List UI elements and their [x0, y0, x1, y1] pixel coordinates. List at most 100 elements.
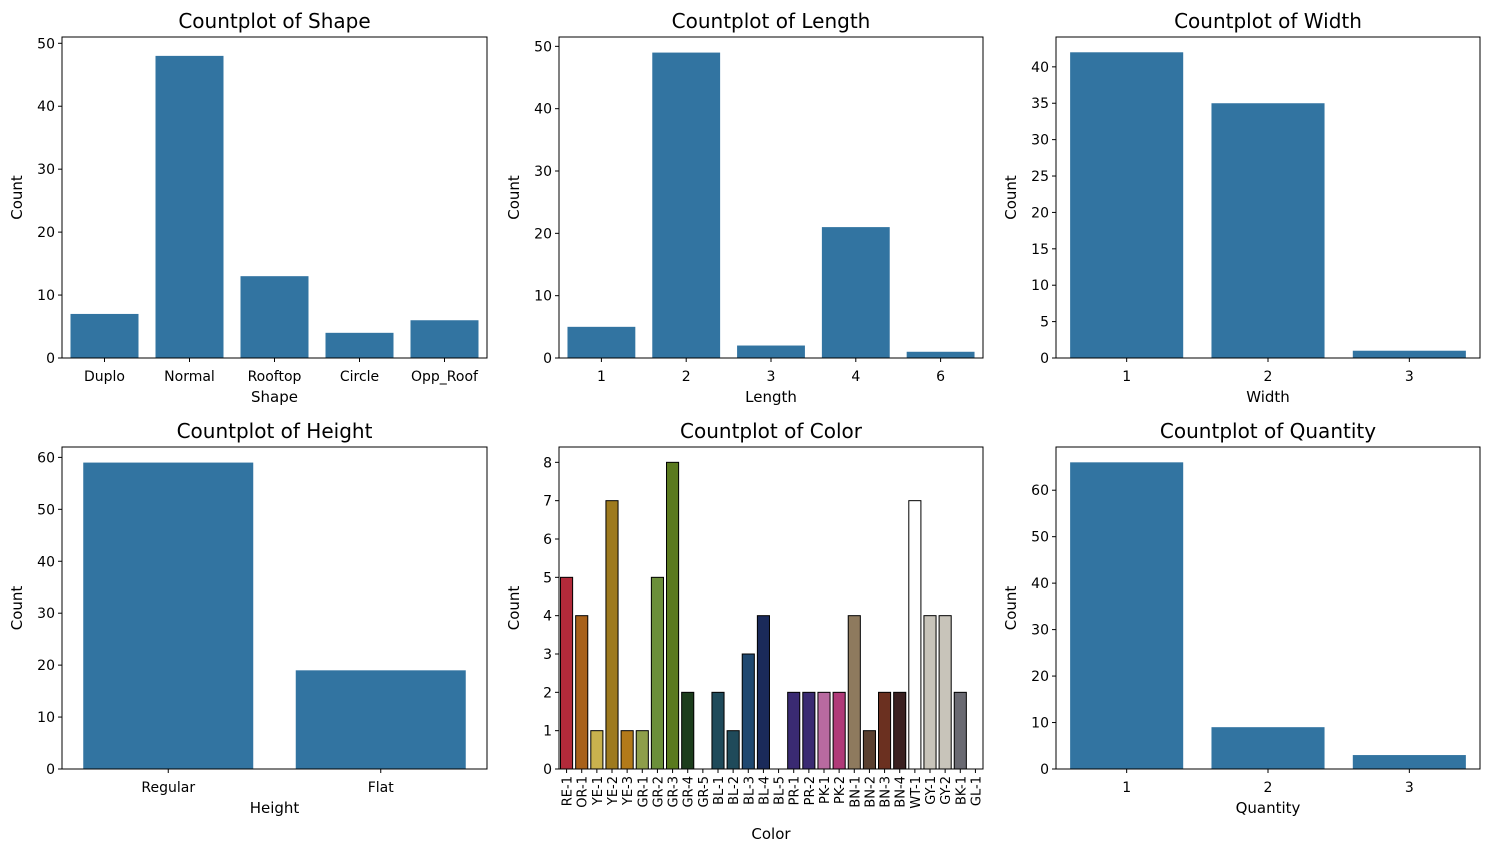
x-tick-label: BN-4 — [894, 776, 909, 808]
bar-GR-3 — [666, 461, 680, 770]
bar-GR-4 — [681, 691, 695, 770]
bar-OR-1 — [575, 615, 589, 770]
y-tick-label: 30 — [1031, 133, 1049, 149]
y-tick-label: 3 — [543, 647, 552, 663]
x-tick-label: RE-1 — [561, 776, 576, 806]
y-axis-label: Count — [8, 175, 26, 220]
y-tick-label: 40 — [1031, 60, 1049, 76]
bar-Regular — [83, 462, 254, 769]
x-tick-label: GR-5 — [697, 776, 712, 808]
subplot-4: 0 10 20 30 40 50 60 Regular Flat Countplot of Hei… — [8, 419, 488, 817]
y-tick-label: 30 — [37, 606, 55, 622]
y-axis-label: Count — [1002, 586, 1020, 631]
bar-3 — [737, 345, 805, 358]
y-tick-label: 8 — [543, 455, 552, 471]
bar-Flat — [295, 670, 466, 769]
bar-PK-1 — [817, 691, 831, 770]
x-tick-label: BL-5 — [773, 776, 788, 805]
y-tick-label: 30 — [534, 164, 552, 180]
y-tick-label: 0 — [46, 762, 55, 778]
y-tick-label: 25 — [1031, 169, 1049, 185]
bar-WT-1 — [908, 500, 922, 770]
y-tick-label: 35 — [1031, 96, 1049, 112]
y-tick-label: 0 — [46, 351, 55, 367]
subplot-3: 0 5 10 15 20 25 30 35 40 1 2 3 Countplot of Width Wid… — [1002, 9, 1481, 406]
chart-title: Countplot of Height — [177, 419, 373, 443]
bar-2 — [1211, 727, 1325, 769]
y-tick-label: 20 — [1031, 205, 1049, 221]
y-tick-label: 0 — [543, 762, 552, 778]
bar-GY-1 — [923, 615, 937, 770]
y-tick-label: 10 — [37, 710, 55, 726]
x-tick-label: WT-1 — [909, 776, 924, 809]
y-tick-label: 4 — [543, 609, 552, 625]
x-tick-label: BN-2 — [863, 776, 878, 808]
bar-BN-2 — [862, 730, 876, 770]
x-tick-label: 2 — [1264, 369, 1273, 385]
x-tick-label: 1 — [1122, 780, 1131, 796]
y-axis-label: Count — [1002, 175, 1020, 220]
y-tick-label: 40 — [1031, 576, 1049, 592]
x-tick-label: BL-1 — [712, 776, 727, 805]
bar-3 — [1352, 755, 1466, 769]
y-tick-label: 0 — [543, 351, 552, 367]
x-tick-label: PR-2 — [803, 776, 818, 805]
bar-BN-1 — [847, 615, 861, 770]
chart-title: Countplot of Length — [672, 9, 871, 33]
bar-YE-1 — [590, 730, 604, 770]
chart-title: Countplot of Shape — [178, 9, 370, 33]
bar-GR-2 — [650, 576, 664, 770]
axes-frame — [558, 446, 984, 770]
y-tick-label: 40 — [37, 99, 55, 115]
subplot-2: 0 10 20 30 40 50 1 2 3 4 6 Countplot of Length Lengt… — [505, 9, 984, 406]
x-tick-label: 3 — [767, 369, 776, 385]
x-tick-label: BN-1 — [848, 776, 863, 808]
x-tick-label: 1 — [1122, 369, 1131, 385]
y-tick-label: 1 — [543, 724, 552, 740]
bar-Opp_Roof — [410, 320, 479, 358]
y-tick-label: 15 — [1031, 242, 1049, 258]
bar-GY-2 — [938, 615, 952, 770]
bar-1 — [1070, 462, 1184, 769]
x-tick-label: GR-1 — [636, 776, 651, 808]
x-tick-label: BN-3 — [879, 776, 894, 808]
x-tick-label: Duplo — [84, 369, 125, 385]
bar-Rooftop — [240, 276, 309, 358]
bar-2 — [1211, 103, 1325, 359]
x-tick-label: BL-3 — [742, 776, 757, 805]
x-axis-label: Shape — [251, 388, 298, 406]
x-tick-label: Flat — [368, 780, 395, 796]
x-tick-label: Regular — [141, 780, 195, 796]
y-axis-label: Count — [505, 175, 523, 220]
x-axis-label: Color — [751, 825, 791, 843]
y-tick-label: 60 — [1031, 483, 1049, 499]
y-tick-label: 50 — [37, 36, 55, 52]
y-tick-label: 0 — [1040, 762, 1049, 778]
bar-PR-1 — [787, 691, 801, 770]
x-tick-label: Normal — [164, 369, 215, 385]
x-tick-label: BL-2 — [727, 776, 742, 805]
y-tick-label: 40 — [37, 554, 55, 570]
chart-title: Countplot of Quantity — [1160, 419, 1376, 443]
chart-title: Countplot of Width — [1174, 9, 1362, 33]
axes-frame — [558, 36, 984, 359]
y-tick-label: 60 — [37, 450, 55, 466]
y-tick-label: 10 — [37, 288, 55, 304]
bar-3 — [1352, 350, 1466, 358]
y-tick-label: 0 — [1040, 351, 1049, 367]
y-tick-label: 5 — [1040, 315, 1049, 331]
chart-title: Countplot of Color — [680, 419, 863, 443]
y-tick-label: 6 — [543, 532, 552, 548]
bar-BN-4 — [893, 691, 907, 770]
x-tick-label: GR-2 — [651, 776, 666, 808]
x-tick-label: 2 — [682, 369, 691, 385]
y-tick-label: 50 — [37, 502, 55, 518]
y-tick-label: 2 — [543, 685, 552, 701]
y-tick-label: 10 — [534, 289, 552, 305]
x-axis-label: Height — [250, 799, 300, 817]
bar-Normal — [155, 55, 224, 358]
bar-BL-3 — [741, 653, 755, 770]
x-tick-label: YE-1 — [591, 776, 606, 806]
